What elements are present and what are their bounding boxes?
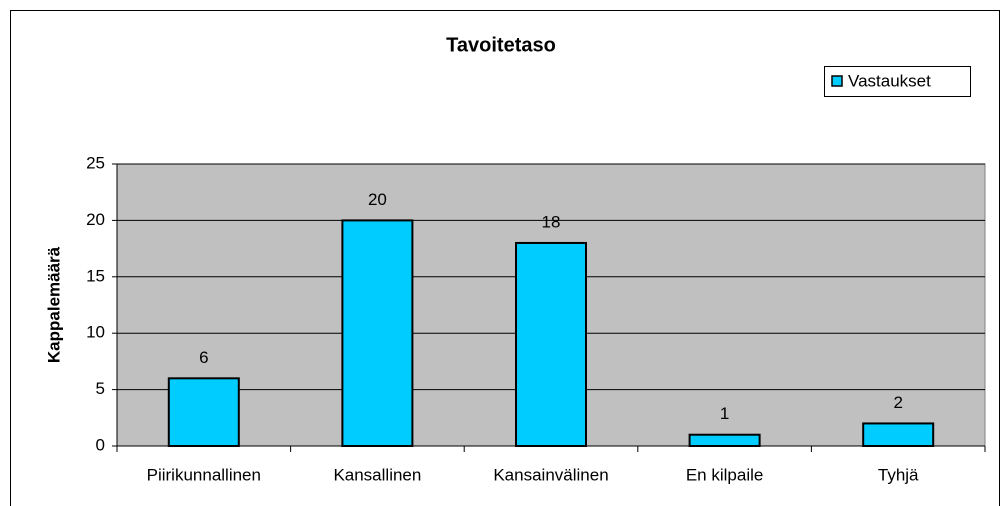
x-tick-label: Kansallinen: [333, 465, 421, 484]
data-label: 6: [199, 348, 208, 367]
bar: [862, 422, 935, 448]
y-tick-label: 25: [86, 153, 105, 172]
y-tick-label: 10: [86, 323, 105, 342]
y-tick-label: 5: [96, 379, 105, 398]
data-label: 20: [368, 190, 387, 209]
x-tick-label: Kansainvälinen: [493, 465, 608, 484]
data-label: 18: [542, 212, 561, 231]
y-axis-label: Kappalemäärä: [44, 246, 63, 363]
bar: [167, 377, 240, 448]
x-tick-label: Piirikunnallinen: [147, 465, 261, 484]
data-label: 2: [893, 393, 902, 412]
x-tick-label: En kilpaile: [686, 465, 764, 484]
bar: [341, 219, 414, 447]
chart-title: Tavoitetaso: [446, 34, 556, 56]
legend-marker: [831, 75, 843, 87]
y-tick-label: 0: [96, 435, 105, 454]
y-tick-label: 20: [86, 210, 105, 229]
legend-box: [824, 66, 971, 97]
x-tick-label: Tyhjä: [878, 465, 919, 484]
bar: [515, 241, 587, 447]
data-label: 1: [720, 404, 729, 423]
legend-label: Vastaukset: [848, 71, 931, 90]
bar: [688, 433, 761, 448]
y-tick-label: 15: [86, 266, 105, 285]
